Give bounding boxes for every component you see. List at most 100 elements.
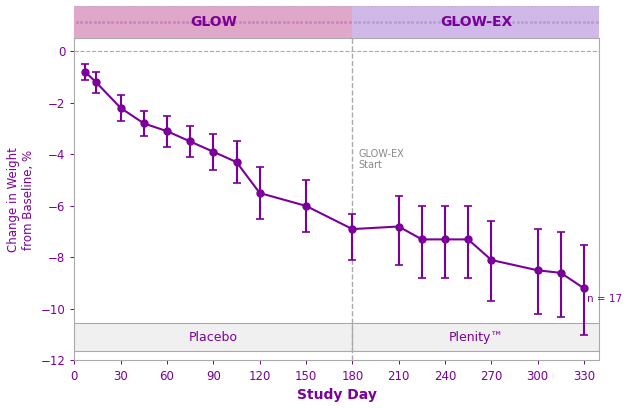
Point xyxy=(70,21,80,27)
Point xyxy=(69,21,79,27)
Point xyxy=(70,21,80,27)
Point xyxy=(71,21,81,27)
Point xyxy=(70,21,80,27)
Point xyxy=(71,21,81,27)
Point xyxy=(71,21,81,27)
Point xyxy=(69,21,79,27)
Point xyxy=(69,21,79,27)
Point xyxy=(70,21,80,27)
Point xyxy=(70,21,80,27)
Point xyxy=(71,21,81,27)
Point xyxy=(71,21,81,27)
Point xyxy=(70,21,80,27)
Point xyxy=(71,21,81,27)
Point xyxy=(71,21,81,27)
Point xyxy=(71,21,81,27)
Point xyxy=(70,21,80,27)
Point xyxy=(70,21,80,27)
Point xyxy=(70,21,80,27)
Point xyxy=(70,21,80,27)
Point xyxy=(71,21,81,27)
Point xyxy=(70,21,80,27)
Point xyxy=(71,21,81,27)
Point xyxy=(70,21,80,27)
Point xyxy=(70,21,80,27)
Point xyxy=(70,21,80,27)
Point xyxy=(69,21,79,27)
Point xyxy=(69,21,79,27)
Point xyxy=(71,21,81,27)
Point xyxy=(71,21,81,27)
Point xyxy=(71,21,81,27)
Point xyxy=(71,21,81,27)
Point xyxy=(69,21,79,27)
Point xyxy=(71,21,81,27)
Point xyxy=(71,21,81,27)
Point xyxy=(70,21,80,27)
Point xyxy=(71,21,81,27)
Point xyxy=(71,21,81,27)
Point xyxy=(70,21,80,27)
Point xyxy=(71,21,81,27)
Point xyxy=(69,21,79,27)
Point xyxy=(70,21,80,27)
Point xyxy=(71,21,81,27)
Point xyxy=(69,21,79,27)
Point xyxy=(70,21,80,27)
Point xyxy=(71,21,81,27)
Point xyxy=(71,21,81,27)
Point xyxy=(69,21,79,27)
Point xyxy=(71,21,81,27)
Point xyxy=(70,21,80,27)
Point xyxy=(70,21,80,27)
Point xyxy=(71,21,81,27)
Point xyxy=(71,21,81,27)
Point xyxy=(71,21,81,27)
Point xyxy=(71,21,81,27)
Point xyxy=(70,21,80,27)
Point xyxy=(71,21,81,27)
Point xyxy=(70,21,80,27)
Point xyxy=(70,21,80,27)
Point xyxy=(71,21,81,27)
Point xyxy=(71,21,81,27)
Point xyxy=(71,21,81,27)
Point xyxy=(71,21,81,27)
Point xyxy=(70,21,80,27)
Point xyxy=(71,21,81,27)
Point xyxy=(70,21,80,27)
Point xyxy=(70,21,80,27)
Point xyxy=(71,21,81,27)
Point xyxy=(69,21,79,27)
Point xyxy=(70,21,80,27)
Point xyxy=(71,21,81,27)
Point xyxy=(70,21,80,27)
Point xyxy=(70,21,80,27)
Point xyxy=(70,21,80,27)
Point xyxy=(71,21,81,27)
Point xyxy=(70,21,80,27)
Point xyxy=(69,21,79,27)
Point xyxy=(70,21,80,27)
Point xyxy=(70,21,80,27)
Point xyxy=(71,21,81,27)
Point xyxy=(71,21,81,27)
Point xyxy=(70,21,80,27)
Point xyxy=(70,21,80,27)
Point xyxy=(70,21,80,27)
Point xyxy=(71,21,81,27)
Point xyxy=(71,21,81,27)
Point xyxy=(70,21,80,27)
Point xyxy=(71,21,81,27)
Point xyxy=(71,21,81,27)
Point xyxy=(70,21,80,27)
Point xyxy=(71,21,81,27)
Point xyxy=(70,21,80,27)
Point xyxy=(71,21,81,27)
Point xyxy=(71,21,81,27)
Point xyxy=(71,21,81,27)
Point xyxy=(71,21,81,27)
Bar xyxy=(74,323,352,351)
Point xyxy=(70,21,80,27)
Point xyxy=(69,21,79,27)
